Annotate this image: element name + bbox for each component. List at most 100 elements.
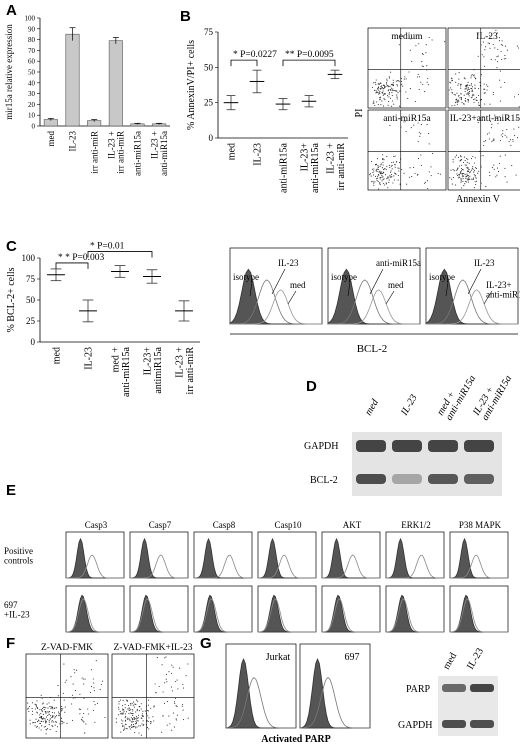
gapdh-band	[428, 440, 458, 452]
event-dot	[53, 712, 55, 714]
event-dot	[148, 728, 150, 730]
event-dot	[42, 703, 44, 705]
event-dot	[47, 718, 49, 721]
event-dot	[130, 704, 132, 706]
event-dot	[176, 706, 178, 708]
event-dot	[470, 77, 472, 79]
event-dot	[490, 58, 492, 60]
event-dot	[153, 720, 155, 722]
event-dot	[473, 98, 475, 101]
panel-letter-b: B	[180, 8, 191, 25]
sample-hist	[65, 585, 125, 633]
event-dot	[466, 170, 468, 172]
event-dot	[51, 725, 53, 727]
event-dot	[374, 175, 377, 177]
event-dot	[390, 71, 392, 73]
event-dot	[454, 184, 457, 186]
event-dot	[371, 181, 373, 183]
event-dot	[503, 58, 505, 60]
event-dot	[451, 89, 453, 91]
event-dot	[381, 87, 383, 89]
event-dot	[491, 123, 493, 125]
event-dot	[499, 139, 501, 142]
event-dot	[132, 704, 134, 706]
event-dot	[172, 666, 174, 668]
event-dot	[45, 707, 47, 709]
event-dot	[387, 176, 389, 178]
event-dot	[458, 177, 460, 179]
event-dot	[83, 712, 85, 714]
event-dot	[461, 164, 463, 166]
flow-quadrant-plot	[447, 109, 520, 191]
hist-label-sample-2: med	[290, 280, 306, 290]
event-dot	[450, 87, 452, 89]
event-dot	[392, 84, 394, 86]
event-dot	[51, 707, 53, 709]
event-dot	[104, 716, 106, 719]
event-dot	[502, 130, 504, 132]
sample-hist	[193, 585, 253, 633]
event-dot	[51, 711, 54, 713]
category-label-text: IL-23	[68, 131, 78, 152]
event-dot	[115, 721, 117, 723]
event-dot	[397, 85, 399, 87]
event-dot	[134, 718, 136, 720]
event-dot	[403, 172, 405, 174]
significance-bracket	[87, 251, 153, 258]
event-dot	[93, 687, 95, 689]
event-dot	[46, 729, 48, 731]
event-dot	[468, 170, 470, 172]
event-dot	[514, 135, 516, 137]
event-dot	[28, 710, 30, 713]
event-dot	[388, 93, 390, 95]
event-dot	[164, 682, 166, 684]
event-dot	[458, 101, 460, 103]
event-dot	[138, 714, 140, 716]
event-dot	[484, 92, 486, 94]
panel-c-bcl2-histograms: isotype IL-23 med isotype anti-miR15a med isot…	[229, 247, 520, 355]
event-dot	[122, 720, 124, 722]
event-dot	[56, 707, 58, 709]
flow-x-label: Annexin V	[456, 194, 501, 205]
event-dot	[369, 173, 371, 175]
flow-y-label: PI	[354, 109, 365, 118]
event-dot	[467, 93, 469, 95]
event-dot	[70, 676, 72, 678]
event-dot	[119, 711, 121, 713]
event-dot	[504, 154, 506, 156]
event-dot	[55, 731, 57, 733]
event-dot	[397, 80, 399, 82]
flow-quadrant-plot	[367, 27, 447, 109]
y-tick-label: 70	[28, 47, 36, 55]
event-dot	[393, 90, 395, 92]
sample-hist	[321, 585, 381, 633]
event-dot	[499, 155, 501, 157]
event-dot	[130, 708, 132, 710]
event-dot	[31, 708, 33, 710]
event-dot	[490, 127, 492, 129]
event-dot	[475, 177, 477, 179]
event-dot	[94, 721, 96, 723]
category-label-text: anti-miR15a	[133, 131, 143, 176]
category-label-text: IL-23	[253, 143, 264, 166]
event-dot	[374, 181, 376, 183]
event-dot	[118, 703, 120, 705]
event-dot	[384, 93, 386, 95]
event-dot	[131, 726, 133, 728]
event-dot	[480, 99, 483, 101]
event-dot	[483, 92, 485, 94]
event-dot	[81, 719, 83, 721]
event-dot	[141, 714, 143, 717]
event-dot	[393, 172, 396, 174]
category-label: IL-23 + anti-miR15a	[150, 131, 169, 176]
event-dot	[171, 729, 173, 731]
event-dot	[466, 161, 468, 163]
event-dot	[477, 55, 479, 57]
event-dot	[456, 103, 458, 105]
event-dot	[460, 93, 462, 95]
event-dot	[377, 180, 379, 182]
event-dot	[29, 719, 31, 721]
event-dot	[471, 86, 474, 88]
event-dot	[466, 167, 468, 169]
event-dot	[156, 657, 158, 659]
